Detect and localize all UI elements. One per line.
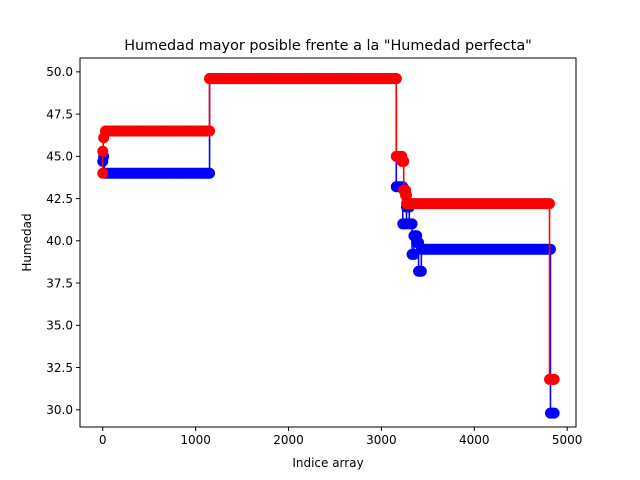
- x-tick-label: 3000: [366, 433, 397, 447]
- data-point: [204, 167, 216, 179]
- data-point: [408, 248, 420, 260]
- y-tick-label: 40.0: [46, 234, 73, 248]
- data-point: [398, 155, 410, 167]
- series-2-markers: [97, 73, 560, 385]
- data-point: [97, 167, 109, 179]
- y-tick-label: 50.0: [46, 65, 73, 79]
- x-tick-label: 5000: [552, 433, 583, 447]
- y-tick-label: 30.0: [46, 403, 73, 417]
- data-point: [548, 407, 560, 419]
- data-point: [204, 125, 216, 137]
- data-point: [548, 373, 560, 385]
- x-tick-label: 0: [99, 433, 107, 447]
- data-point: [97, 145, 109, 157]
- y-tick-label: 35.0: [46, 319, 73, 333]
- data-point: [544, 243, 556, 255]
- plot-frame: [79, 57, 577, 428]
- y-tick-label: 45.0: [46, 150, 73, 164]
- data-point: [544, 198, 556, 210]
- series-layer: [97, 73, 560, 419]
- y-tick-label: 32.5: [46, 361, 73, 375]
- data-point: [406, 218, 418, 230]
- chart-title: Humedad mayor posible frente a la "Humed…: [124, 38, 532, 54]
- x-tick-label: 4000: [459, 433, 490, 447]
- x-tick-label: 2000: [273, 433, 304, 447]
- data-point: [390, 73, 402, 85]
- axes-layer: 0 1000 2000 3000 4000 5000 30.0 32.5 35.0 37.5 40.…: [46, 65, 582, 447]
- y-tick-label: 42.5: [46, 192, 73, 206]
- y-tick-label: 37.5: [46, 276, 73, 290]
- x-tick-label: 1000: [180, 433, 211, 447]
- y-tick-label: 47.5: [46, 107, 73, 121]
- x-axis-label: Indice array: [292, 456, 363, 470]
- y-axis-label: Humedad: [20, 213, 34, 271]
- plot-area: [80, 58, 576, 427]
- series-2: [97, 73, 560, 385]
- data-point: [415, 265, 427, 277]
